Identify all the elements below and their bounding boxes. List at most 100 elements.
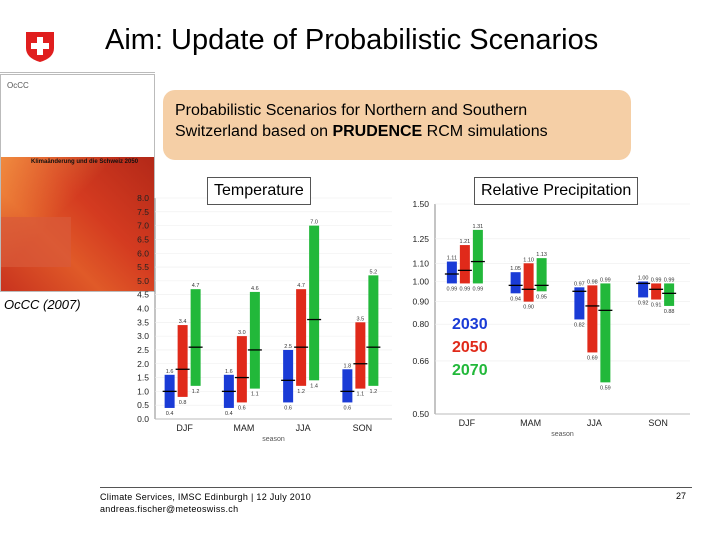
label-high: 1.31 <box>473 224 484 230</box>
label-low: 1.2 <box>297 389 305 395</box>
bar-2070-SON <box>664 283 675 306</box>
callout-line1: Probabilistic Scenarios for Northern and… <box>175 102 528 119</box>
footer-line2: andreas.fischer@meteoswiss.ch <box>100 504 239 514</box>
y-tick-label: 1.5 <box>137 373 149 383</box>
callout-bold: PRUDENCE <box>332 123 423 140</box>
label-low: 0.91 <box>651 303 662 309</box>
precipitation-chart-title: Relative Precipitation <box>474 177 639 205</box>
report-cover-image: OcCC Klimaänderung und die Schweiz 2050 <box>0 74 155 292</box>
bar-2050-SON <box>651 283 662 300</box>
y-tick-label: 4.0 <box>137 304 149 314</box>
x-axis-label: season <box>551 431 574 438</box>
bar-2050-DJF <box>459 245 470 284</box>
label-high: 4.6 <box>251 286 259 292</box>
footer-text: Climate Services, IMSC Edinburgh | 12 Ju… <box>100 491 311 515</box>
label-high: 1.8 <box>344 363 352 369</box>
label-high: 5.2 <box>370 269 378 275</box>
label-high: 1.13 <box>536 252 547 258</box>
y-tick-label: 3.5 <box>137 317 149 327</box>
bar-2030-SON <box>638 281 649 298</box>
label-high: 0.99 <box>651 277 662 283</box>
bar-2030-MAM <box>510 272 521 294</box>
x-tick-label: SON <box>648 418 668 428</box>
bar-2030-JJA <box>574 287 585 320</box>
label-high: 0.97 <box>574 281 585 287</box>
report-caption: OcCC (2007) <box>4 297 81 312</box>
label-low: 0.59 <box>600 385 611 391</box>
bar-2070-DJF <box>472 229 483 284</box>
legend-2030: 2030 <box>452 316 488 333</box>
callout-box: Probabilistic Scenarios for Northern and… <box>163 90 631 160</box>
x-tick-label: DJF <box>459 418 476 428</box>
y-tick-label: 1.10 <box>412 258 429 268</box>
legend-2070: 2070 <box>452 362 488 379</box>
y-tick-label: 1.25 <box>412 234 429 244</box>
label-low: 1.1 <box>357 392 365 398</box>
bar-2070-MAM <box>249 291 260 389</box>
bar-2030-DJF <box>164 374 175 408</box>
label-low: 0.4 <box>225 411 233 417</box>
bar-2050-DJF <box>177 325 188 397</box>
label-low: 0.99 <box>460 286 471 292</box>
label-low: 1.4 <box>310 383 318 389</box>
legend-2050: 2050 <box>452 339 488 356</box>
label-high: 3.0 <box>238 330 246 336</box>
label-high: 2.5 <box>284 344 292 350</box>
y-tick-label: 0.50 <box>412 409 429 419</box>
label-low: 0.8 <box>179 400 187 406</box>
label-high: 1.6 <box>166 369 174 375</box>
y-tick-label: 0.90 <box>412 297 429 307</box>
callout-line2: Switzerland based on PRUDENCE RCM simula… <box>175 123 548 140</box>
y-tick-label: 1.00 <box>412 277 429 287</box>
footer-line1: Climate Services, IMSC Edinburgh | 12 Ju… <box>100 492 312 502</box>
x-tick-label: MAM <box>233 423 254 433</box>
y-tick-label: 0.0 <box>137 414 149 424</box>
bar-2030-JJA <box>283 349 294 403</box>
y-tick-label: 2.5 <box>137 345 149 355</box>
label-high: 1.6 <box>225 369 233 375</box>
bar-2070-MAM <box>536 258 547 292</box>
x-tick-label: MAM <box>520 418 541 428</box>
bar-2070-SON <box>368 275 379 386</box>
label-high: 1.00 <box>638 276 649 282</box>
bar-2050-JJA <box>296 289 307 386</box>
label-low: 0.94 <box>510 296 521 302</box>
label-low: 0.82 <box>574 322 585 328</box>
report-logo: OcCC <box>7 81 29 90</box>
label-high: 4.7 <box>297 283 305 289</box>
label-low: 0.92 <box>638 300 649 306</box>
swiss-cross-logo-icon <box>26 32 54 62</box>
x-tick-label: JJA <box>296 423 311 433</box>
label-low: 0.99 <box>473 286 484 292</box>
label-high: 0.98 <box>587 279 598 285</box>
bar-2030-DJF <box>446 261 457 284</box>
report-cover-title: Klimaänderung und die Schweiz 2050 <box>31 159 139 165</box>
report-map-illustration <box>1 157 154 291</box>
y-tick-label: 0.5 <box>137 400 149 410</box>
label-high: 7.0 <box>310 220 318 226</box>
page-number: 27 <box>676 491 687 501</box>
label-low: 1.1 <box>251 392 259 398</box>
y-tick-label: 1.0 <box>137 386 149 396</box>
label-high: 3.4 <box>179 319 187 325</box>
label-low: 0.90 <box>523 305 534 311</box>
label-low: 1.2 <box>192 389 200 395</box>
footer-divider <box>100 487 692 488</box>
bar-2050-MAM <box>236 336 247 403</box>
label-high: 0.99 <box>664 277 675 283</box>
bar-2050-MAM <box>523 263 534 302</box>
header-divider <box>0 72 155 73</box>
x-axis-label: season <box>262 436 285 443</box>
label-high: 4.7 <box>192 283 200 289</box>
bar-2070-DJF <box>190 289 201 386</box>
label-high: 0.99 <box>600 277 611 283</box>
label-low: 0.4 <box>166 411 174 417</box>
x-tick-label: JJA <box>587 418 602 428</box>
label-low: 0.69 <box>587 355 598 361</box>
label-low: 0.6 <box>238 405 246 411</box>
label-high: 1.10 <box>523 257 534 263</box>
label-high: 1.11 <box>447 256 457 262</box>
label-low: 0.99 <box>447 286 458 292</box>
temperature-chart: 0.00.51.01.52.02.53.03.54.04.55.05.56.06… <box>137 193 392 443</box>
label-high: 1.21 <box>460 239 471 245</box>
